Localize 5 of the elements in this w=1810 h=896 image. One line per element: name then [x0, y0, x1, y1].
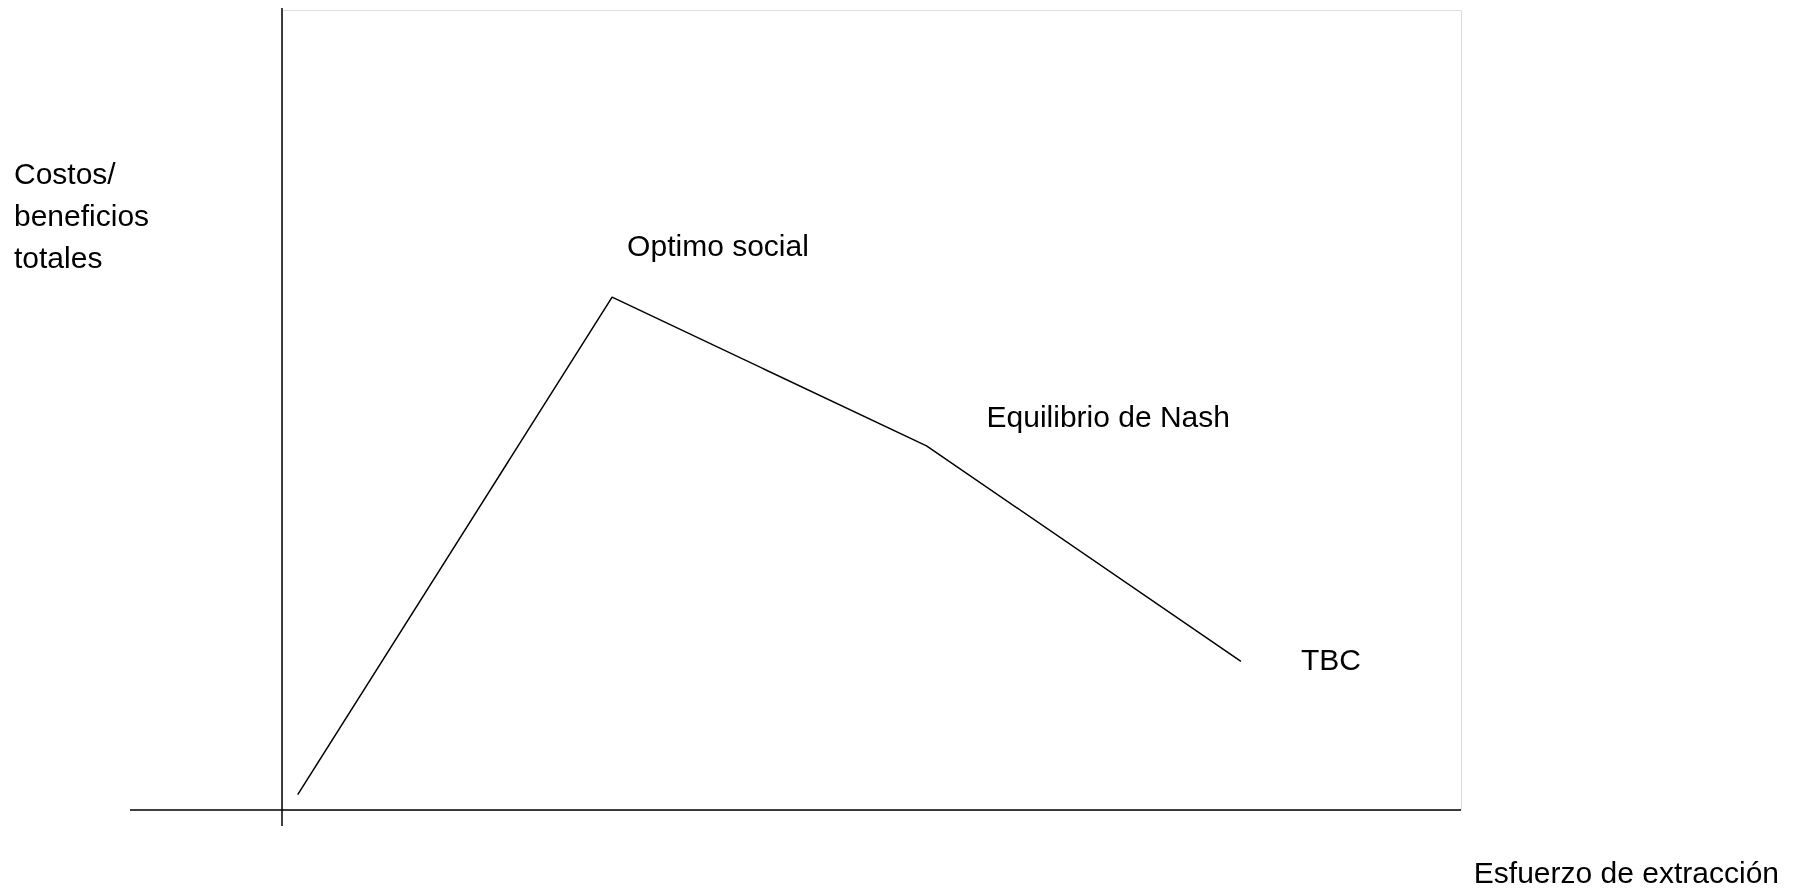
- y-axis-title: Costos/ beneficios totales: [14, 157, 150, 274]
- annotation: Equilibrio de Nash: [986, 399, 1230, 433]
- annotation: TBC: [1300, 643, 1361, 677]
- text: Optimo social: [627, 229, 809, 263]
- x-axis-title: Esfuerzo de extracción: [1473, 856, 1779, 889]
